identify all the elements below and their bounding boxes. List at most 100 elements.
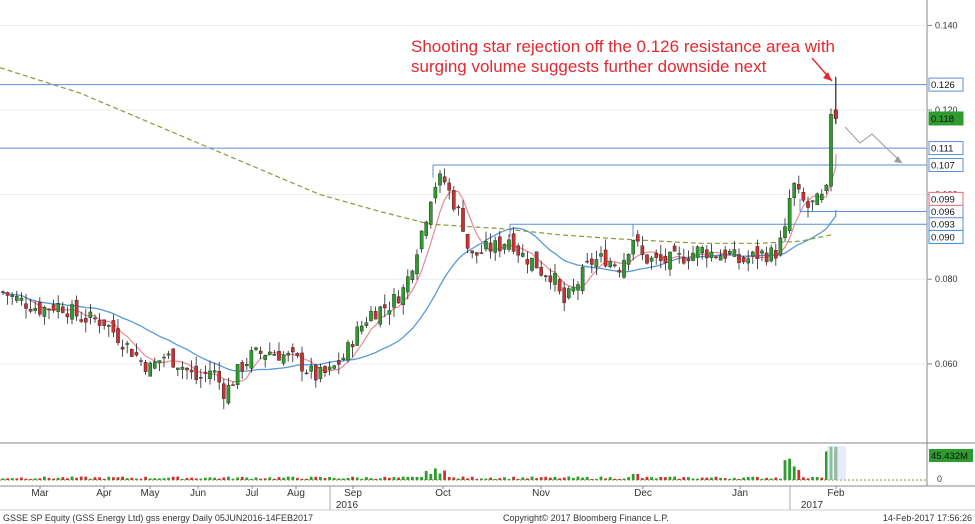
candle [93, 314, 97, 323]
volume-bar [415, 476, 419, 480]
candle [314, 363, 318, 388]
candle [677, 246, 681, 264]
candle-body [1, 291, 5, 293]
volume-bar [696, 478, 699, 480]
volume-bar [590, 478, 594, 480]
level-label-text: 0.096 [931, 207, 955, 218]
volume-bar [825, 451, 828, 480]
volume-bar [231, 478, 235, 480]
volume-bar [268, 477, 272, 480]
volume-bar [323, 478, 327, 480]
volume-bar [806, 478, 810, 480]
candle-body [295, 352, 300, 356]
candle [332, 364, 337, 370]
volume-bar [70, 476, 74, 480]
candle-body [300, 352, 304, 372]
candle [106, 324, 111, 337]
volume-bar [397, 477, 400, 480]
candle [760, 248, 764, 262]
volume-bar [162, 478, 166, 480]
candle-body [309, 365, 314, 372]
candle [691, 245, 695, 262]
candle-body [691, 252, 695, 261]
ma-short-label-text: 0.099 [931, 194, 955, 205]
volume-bar [549, 477, 552, 480]
candle [387, 301, 392, 325]
candle-body [755, 246, 760, 259]
volume-bar [112, 477, 115, 480]
volume-bar [659, 476, 663, 480]
volume-bar [677, 478, 681, 480]
candle-body [787, 198, 792, 231]
candle-body [741, 257, 746, 263]
candle-body [291, 347, 295, 353]
candle-body [244, 363, 249, 367]
candle [470, 250, 475, 259]
candle [820, 189, 824, 203]
annotation-arrow [811, 57, 833, 82]
volume-bar [475, 478, 479, 480]
candle [714, 255, 718, 260]
candle [424, 220, 429, 240]
candle [56, 295, 60, 319]
x-year-label: 2016 [336, 500, 359, 511]
candle-body [507, 239, 511, 250]
candle [221, 378, 226, 410]
annotation-line-1: Shooting star rejection off the 0.126 re… [411, 37, 835, 56]
candle [723, 246, 727, 263]
candle-body [562, 287, 566, 304]
candle-body [162, 356, 166, 359]
volume-bar [567, 476, 571, 480]
volume-bar [190, 477, 193, 480]
candle-body [129, 349, 134, 357]
candle-body [369, 310, 373, 321]
candle [567, 286, 571, 300]
candle [659, 244, 663, 269]
volume-bar [360, 478, 364, 480]
volume-bar [461, 476, 465, 480]
candle [774, 243, 778, 266]
volume-bar [263, 478, 267, 480]
candle-body [608, 261, 612, 268]
candle-body [774, 250, 778, 259]
candle [125, 340, 129, 354]
candle [28, 299, 33, 314]
volume-bar [222, 477, 226, 480]
candle-body [580, 267, 585, 292]
candle-body [304, 372, 309, 375]
candle-body [373, 311, 378, 320]
volume-bar [581, 477, 584, 480]
candle-body [341, 357, 346, 361]
candle-body [212, 370, 217, 373]
candle [603, 239, 608, 268]
candle-body [360, 325, 364, 332]
candle [553, 263, 557, 292]
candle [778, 230, 783, 257]
level-label-text: 0.111 [931, 144, 953, 155]
candle-body [677, 253, 681, 255]
volume-bar [43, 476, 46, 480]
candle-body [268, 351, 272, 355]
candle [521, 244, 525, 258]
volume-axis-zero: 0 [937, 474, 942, 484]
candle [746, 250, 750, 272]
volume-bar [585, 476, 589, 480]
volume-bar [79, 476, 83, 480]
candle [663, 248, 668, 271]
candle-body [226, 384, 231, 404]
volume-bar [424, 470, 428, 480]
candle-body [102, 319, 106, 326]
candle [580, 263, 585, 295]
candle [654, 249, 658, 265]
candle-body [695, 246, 700, 258]
volume-bar [558, 478, 561, 480]
candle [806, 196, 810, 218]
candle [493, 236, 498, 261]
candle [268, 342, 272, 356]
level-label: 0.126 [928, 77, 964, 92]
volume-bar [1, 478, 5, 480]
volume-bar [369, 478, 373, 480]
footer-right: 14-Feb-2017 17:56:26 [883, 513, 972, 523]
candle [539, 260, 543, 277]
ma-long-line [0, 67, 833, 244]
